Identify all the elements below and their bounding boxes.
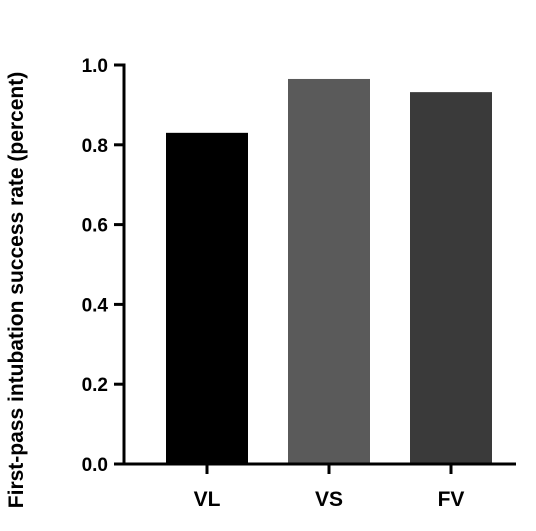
x-axis: VL VS FV — [194, 464, 465, 511]
x-category-label: VL — [194, 488, 221, 511]
y-tick-label: 0.0 — [82, 455, 108, 476]
y-tick-label: 0.8 — [82, 136, 108, 157]
bar-vs — [288, 78, 370, 464]
x-category-label: VS — [315, 488, 343, 511]
bars — [166, 78, 492, 464]
y-tick-label: 0.6 — [82, 216, 108, 237]
y-axis: 0.0 0.2 0.4 0.6 0.8 1.0 — [82, 56, 124, 476]
y-tick-label: 1.0 — [82, 56, 108, 77]
bar-fv — [410, 92, 492, 464]
bar-vl — [166, 132, 248, 464]
y-tick-label: 0.2 — [82, 375, 108, 396]
x-category-label: FV — [438, 488, 465, 511]
y-tick-label: 0.4 — [82, 295, 109, 316]
y-axis-title: First-pass intubation success rate (perc… — [5, 72, 28, 508]
